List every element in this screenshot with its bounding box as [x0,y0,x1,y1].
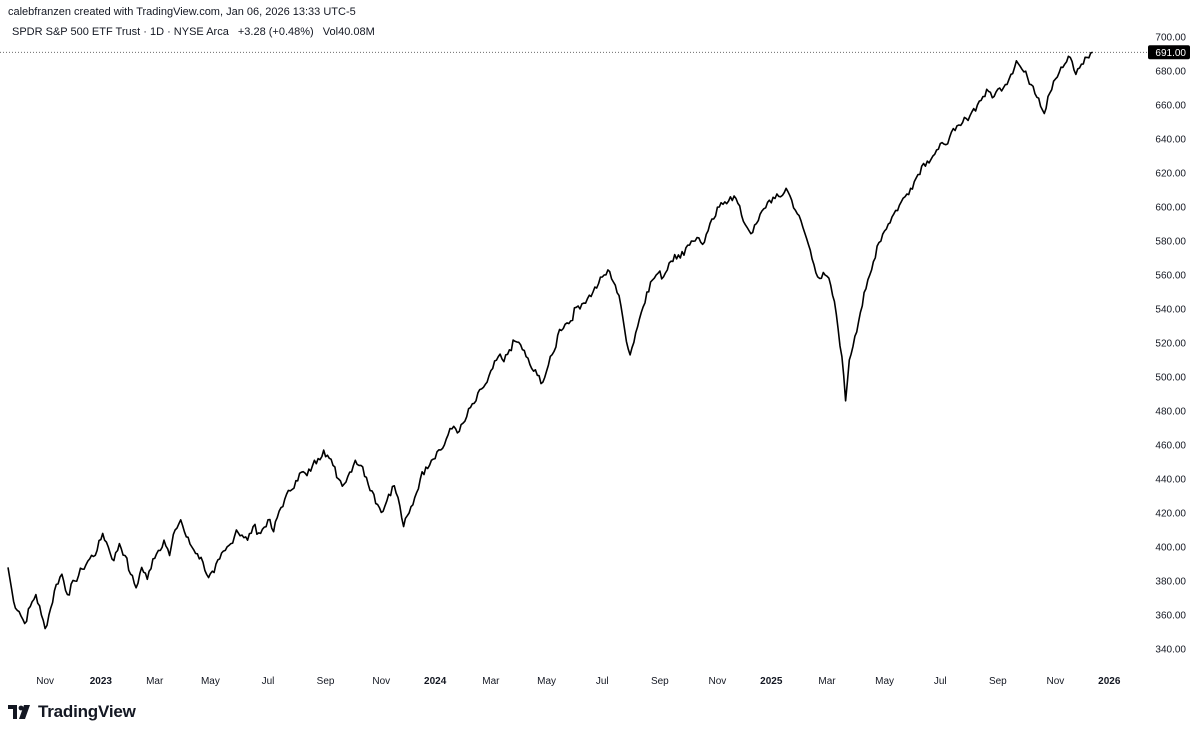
y-axis: 700.00 680.00 660.00 640.00 620.00 600.00 580.… [1155,33,1186,656]
tradingview-logo-icon [8,705,30,719]
y-tick-label: 460.00 [1155,441,1186,452]
y-tick-label: 680.00 [1155,67,1186,78]
y-tick-label: 380.00 [1155,577,1186,588]
x-tick-label: 2025 [760,676,783,687]
x-tick-label: Sep [989,676,1007,687]
y-tick-label: 500.00 [1155,373,1186,384]
x-tick-label: Nov [1047,676,1065,687]
x-tick-label: Sep [317,676,335,687]
x-tick-label: 2024 [424,676,447,687]
x-tick-label: May [201,676,220,687]
tradingview-brand: TradingView [38,702,136,721]
y-tick-label: 540.00 [1155,305,1186,316]
y-tick-label: 640.00 [1155,135,1186,146]
y-tick-label: 400.00 [1155,543,1186,554]
y-tick-label: 560.00 [1155,271,1186,282]
last-price-tag: 691.00 [1148,45,1190,60]
chart-credit: calebfranzen created with TradingView.co… [8,6,356,18]
y-tick-label: 340.00 [1155,645,1186,656]
y-tick-label: 620.00 [1155,169,1186,180]
x-tick-label: Jul [262,676,275,687]
last-price-tag-background [1148,45,1190,60]
y-tick-label: 660.00 [1155,101,1186,112]
x-tick-label: Mar [818,676,836,687]
x-tick-label: May [875,676,894,687]
x-tick-label: Mar [146,676,164,687]
y-tick-label: 520.00 [1155,339,1186,350]
x-tick-label: 2023 [90,676,113,687]
y-tick-label: 360.00 [1155,611,1186,622]
last-price-label: 691.00 [1155,48,1186,59]
price-change: +3.28 (+0.48%) [237,26,314,38]
y-tick-label: 600.00 [1155,203,1186,214]
x-tick-label: May [537,676,556,687]
x-tick-label: Mar [482,676,500,687]
volume-value: Vol40.08M [322,26,375,38]
x-tick-label: Sep [651,676,669,687]
y-tick-label: 440.00 [1155,475,1186,486]
x-axis: Nov 2023 Mar May Jul Sep Nov 2024 Mar May Jul Sep No… [36,676,1121,687]
y-tick-label: 420.00 [1155,509,1186,520]
symbol-description: SPDR S&P 500 ETF Trust · 1D · NYSE Arca [12,26,229,38]
x-tick-label: Nov [36,676,54,687]
y-tick-label: 480.00 [1155,407,1186,418]
y-tick-label: 580.00 [1155,237,1186,248]
x-tick-label: 2026 [1098,676,1121,687]
tradingview-logo[interactable]: TradingView [8,702,136,722]
x-tick-label: Jul [596,676,609,687]
y-tick-label: 700.00 [1155,33,1186,44]
price-series-line [7,51,1093,630]
symbol-legend[interactable]: SPDR S&P 500 ETF Trust · 1D · NYSE Arca … [12,26,381,38]
x-tick-label: Nov [709,676,727,687]
x-tick-label: Nov [372,676,390,687]
x-tick-label: Jul [934,676,947,687]
